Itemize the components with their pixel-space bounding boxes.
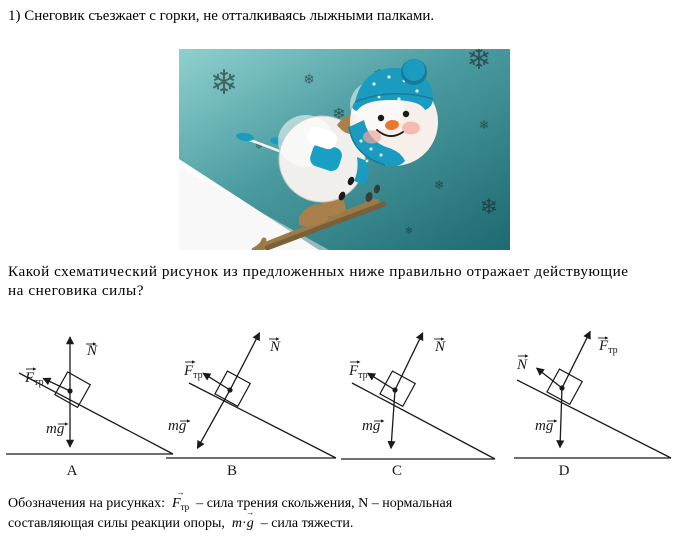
svg-text:❄: ❄ (303, 73, 315, 88)
svg-text:mg: mg (168, 418, 187, 434)
svg-text:❄: ❄ (434, 178, 444, 192)
svg-text:❄: ❄ (479, 118, 489, 132)
svg-text:D: D (559, 463, 570, 479)
svg-text:C: C (392, 463, 402, 479)
svg-text:❄: ❄ (480, 194, 498, 219)
svg-text:❄: ❄ (405, 226, 413, 237)
svg-text:❄: ❄ (466, 49, 491, 76)
svg-text:Fтр: Fтр (348, 363, 368, 381)
svg-text:A: A (67, 463, 78, 479)
svg-text:N: N (86, 343, 98, 359)
svg-text:mg: mg (535, 418, 554, 434)
svg-text:Fтр: Fтр (598, 338, 618, 356)
svg-text:N: N (434, 339, 446, 355)
svg-text:N: N (516, 357, 528, 373)
svg-text:N: N (269, 339, 281, 355)
svg-text:Fтр: Fтр (183, 363, 203, 381)
svg-text:mg: mg (46, 421, 65, 437)
svg-text:Fтр: Fтр (24, 370, 44, 388)
svg-text:mg: mg (362, 418, 381, 434)
svg-text:❄: ❄ (210, 65, 239, 102)
svg-text:B: B (227, 463, 237, 479)
